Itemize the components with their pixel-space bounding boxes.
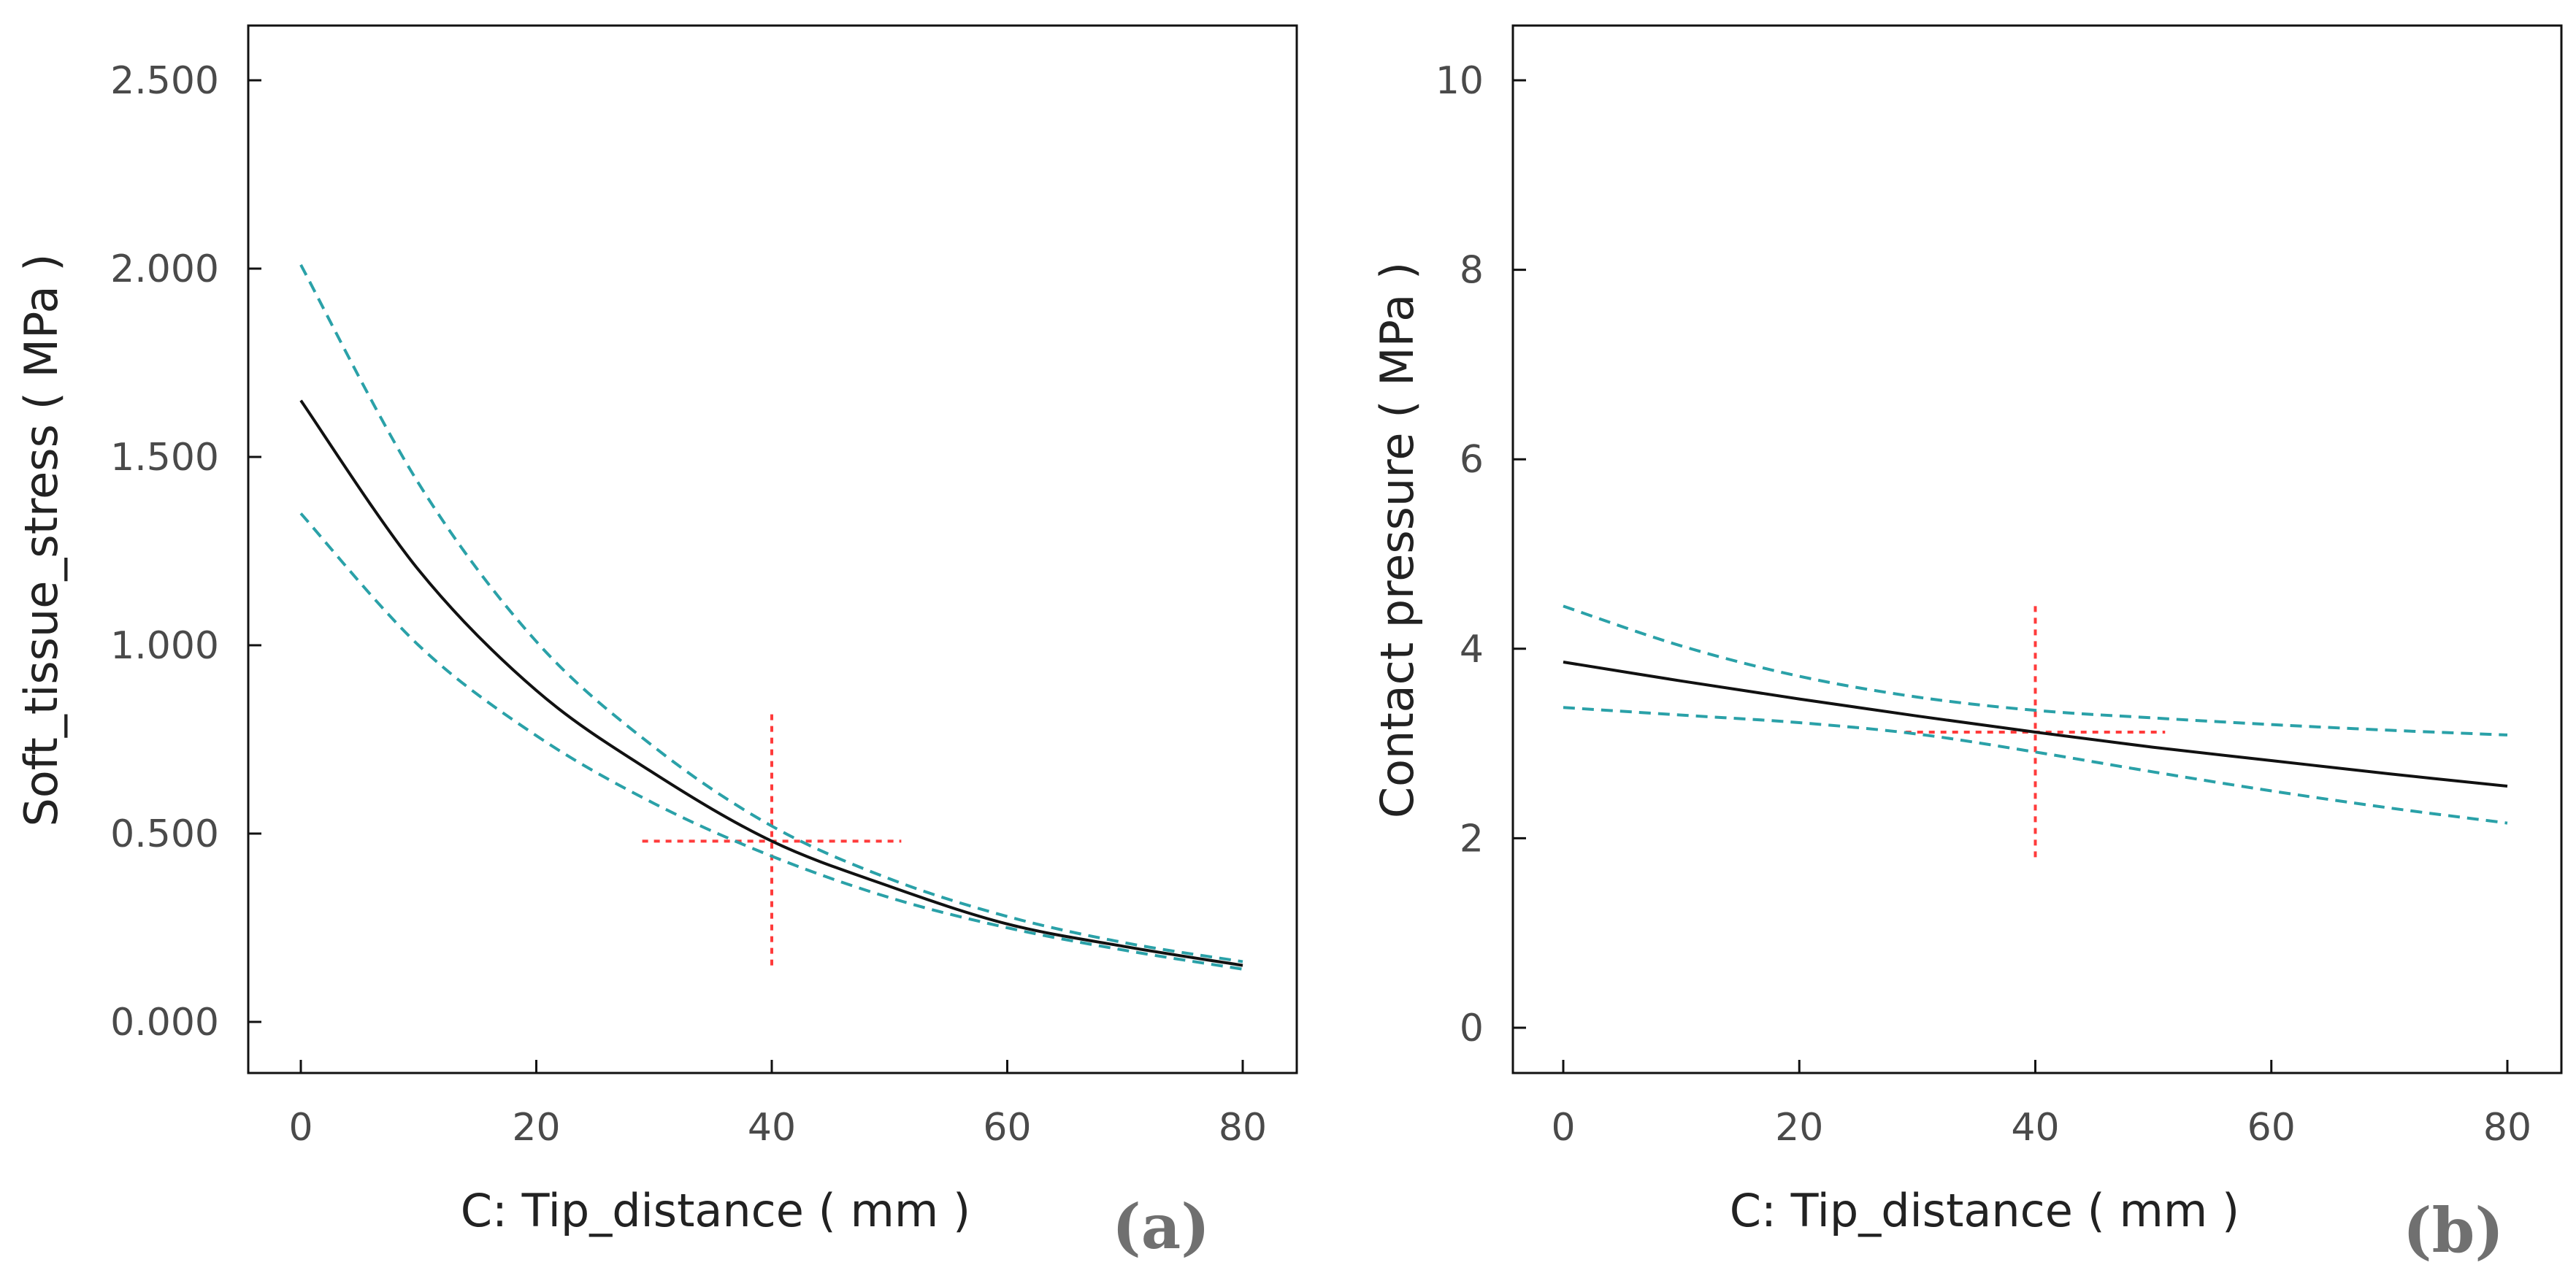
panel-a-chart: 0.000 0.500 1.000 1.500 2.000 2.500 0 20 40 60 80 C… [15, 24, 1298, 1263]
y-tick-label: 2 [1460, 817, 1484, 861]
y-tick-label: 0 [1460, 1007, 1484, 1050]
lower-ci-line [1563, 706, 2508, 825]
x-tick-label: 40 [2011, 1106, 2059, 1150]
panel-label: (a) [1112, 1191, 1210, 1263]
y-tick-label: 2.500 [110, 59, 219, 103]
x-tick-label: 40 [748, 1106, 796, 1150]
panel-b-chart: 0 2 4 6 8 10 0 20 40 60 80 C: Tip_distance ( mm ) Co… [1371, 24, 2563, 1266]
panel-label: (b) [2403, 1194, 2504, 1266]
y-axis-label: Soft_tissue_stress ( MPa ) [15, 254, 68, 827]
x-axis-label: C: Tip_distance ( mm ) [461, 1184, 970, 1237]
x-tick-label: 60 [983, 1106, 1031, 1150]
y-tick-label: 1.500 [110, 436, 219, 480]
plot-frame [1511, 24, 2563, 1074]
x-tick-label: 80 [2483, 1106, 2531, 1150]
lower-ci-line [299, 512, 1243, 971]
y-tick-label: 0.500 [110, 812, 219, 856]
y-tick-label: 8 [1460, 249, 1484, 293]
y-tick-label: 2.000 [110, 247, 219, 291]
y-tick-label: 4 [1460, 628, 1484, 672]
x-tick-label: 20 [512, 1106, 560, 1150]
x-axis-label: C: Tip_distance ( mm ) [1730, 1184, 2239, 1237]
prediction-line [1563, 660, 2508, 788]
y-tick-label: 10 [1435, 59, 1484, 103]
x-tick-label: 60 [2247, 1106, 2296, 1150]
y-axis-label: Contact pressure ( MPa ) [1371, 262, 1424, 818]
y-tick-label: 6 [1460, 438, 1484, 482]
x-tick-label: 20 [1775, 1106, 1823, 1150]
upper-ci-line [299, 264, 1243, 964]
x-tick-label: 0 [288, 1106, 313, 1150]
prediction-line [299, 399, 1243, 967]
y-tick-label: 1.000 [110, 624, 219, 668]
upper-ci-line [1563, 604, 2508, 737]
x-tick-label: 80 [1219, 1106, 1267, 1150]
x-tick-label: 0 [1551, 1106, 1575, 1150]
y-tick-label: 0.000 [110, 1001, 219, 1045]
